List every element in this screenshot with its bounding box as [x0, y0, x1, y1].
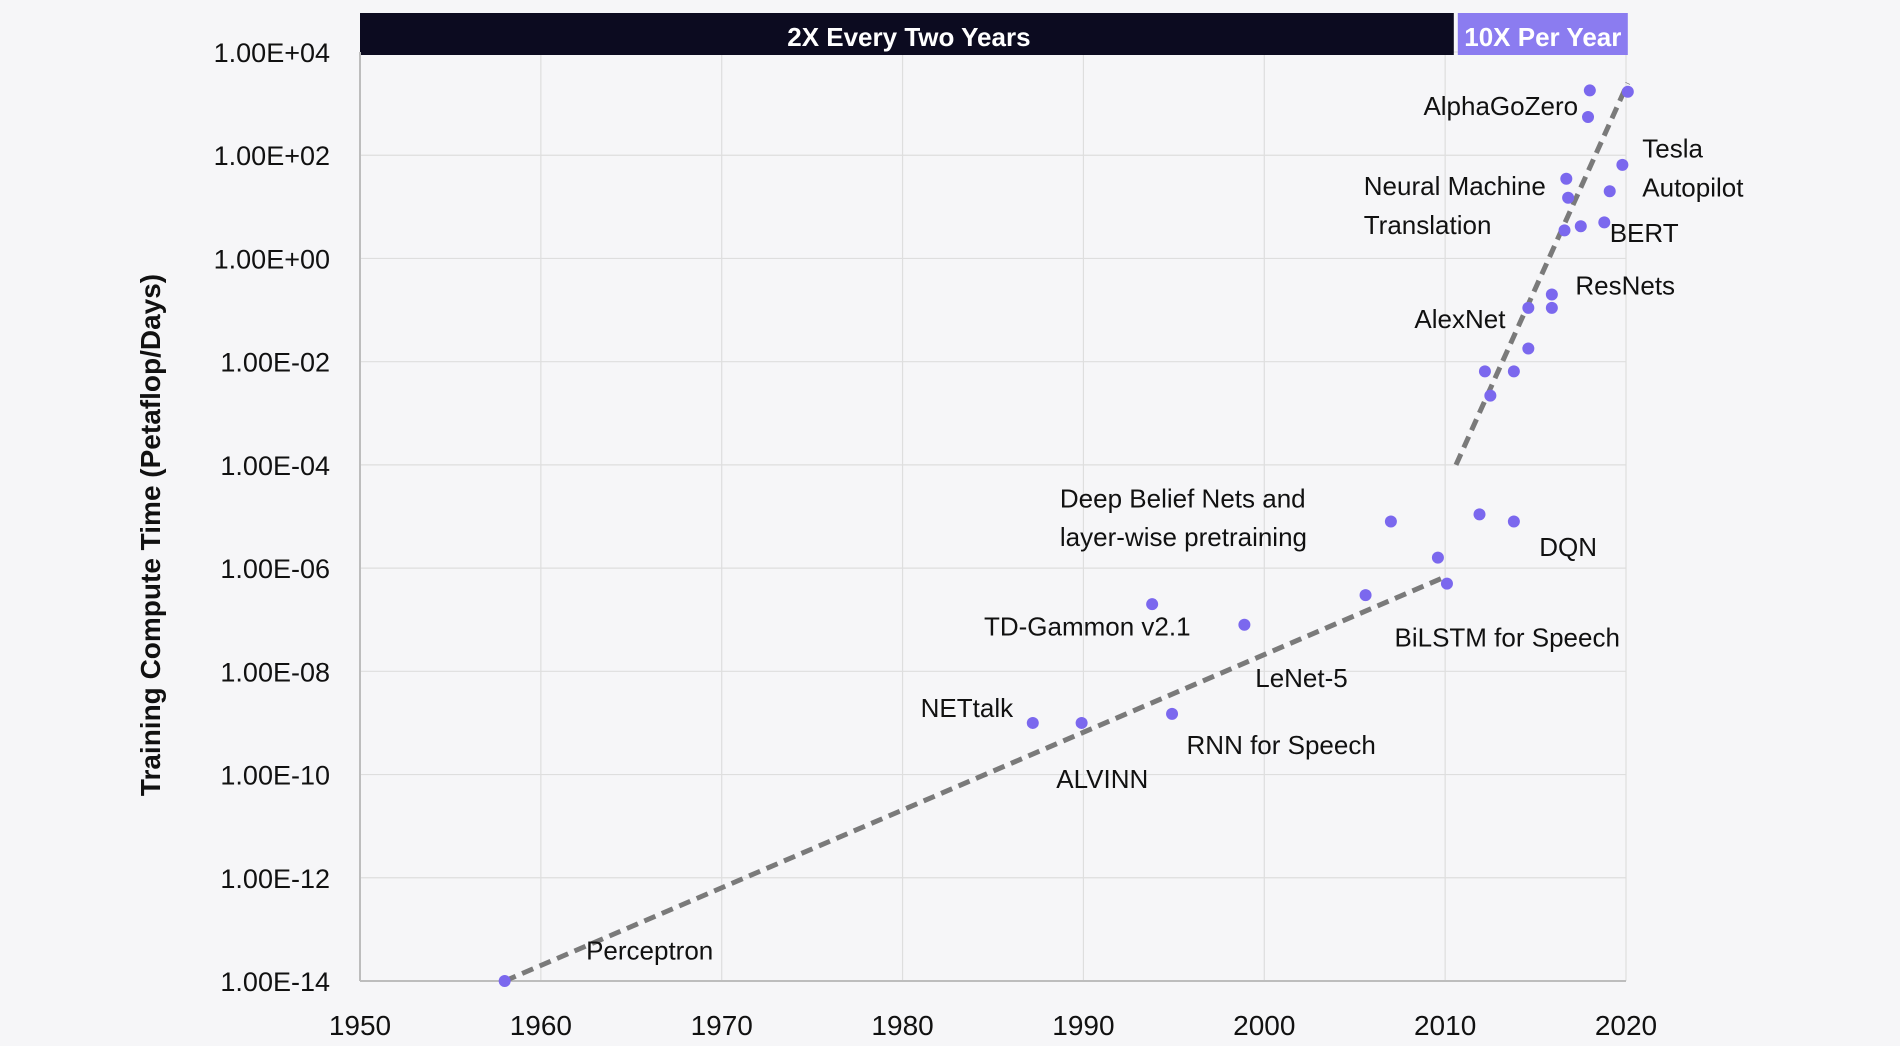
x-tick-label: 2010 — [1414, 1010, 1476, 1041]
data-point — [1026, 716, 1039, 729]
data-point — [1621, 85, 1634, 98]
point-annotation: Neural Machine — [1364, 171, 1546, 201]
data-point — [1598, 216, 1611, 229]
x-tick-label: 1970 — [691, 1010, 753, 1041]
band-label: 2X Every Two Years — [787, 22, 1030, 52]
band-1 — [1457, 13, 1628, 55]
point-annotation: LeNet-5 — [1255, 663, 1348, 693]
point-annotation: layer-wise pretraining — [1060, 522, 1307, 552]
data-point — [1484, 389, 1497, 402]
point-annotation: NETtalk — [921, 693, 1014, 723]
point-annotation: AlphaGoZero — [1423, 91, 1578, 121]
data-point — [1562, 191, 1575, 204]
data-point — [1507, 515, 1520, 528]
y-tick-label: 1.00E-04 — [220, 451, 330, 481]
data-point — [1545, 288, 1558, 301]
x-tick-label: 1950 — [329, 1010, 391, 1041]
data-point — [1075, 716, 1088, 729]
data-point — [1478, 365, 1491, 378]
data-point — [1473, 508, 1486, 521]
point-annotation: DQN — [1539, 532, 1597, 562]
y-tick-label: 1.00E+02 — [214, 141, 330, 171]
point-annotation: BERT — [1610, 218, 1679, 248]
data-point — [1507, 365, 1520, 378]
y-tick-label: 1.00E-12 — [220, 864, 330, 894]
data-point — [1431, 551, 1444, 564]
point-annotation: Perceptron — [586, 936, 713, 966]
x-tick-label: 1980 — [871, 1010, 933, 1041]
y-tick-label: 1.00E-06 — [220, 554, 330, 584]
data-point — [1603, 185, 1616, 198]
x-tick-label: 2020 — [1595, 1010, 1657, 1041]
point-annotation: Tesla — [1642, 134, 1703, 164]
band-label: 10X Per Year — [1464, 22, 1621, 52]
y-tick-label: 1.00E-10 — [220, 761, 330, 791]
data-point — [1384, 515, 1397, 528]
data-point — [1440, 577, 1453, 590]
data-points — [498, 84, 1634, 987]
data-point — [1146, 598, 1159, 611]
period-bands: 2X Every Two Years 10X Per Year — [360, 13, 1628, 55]
data-point — [1545, 301, 1558, 314]
data-point — [498, 975, 511, 987]
point-annotation: BiLSTM for Speech — [1395, 623, 1620, 653]
data-point — [1558, 224, 1571, 237]
point-annotation: ALVINN — [1056, 764, 1148, 794]
point-annotation: Deep Belief Nets and — [1060, 483, 1306, 513]
data-point — [1583, 84, 1596, 97]
trend-lines — [503, 82, 1631, 984]
trend-line-1 — [1453, 82, 1631, 466]
point-annotation: RNN for Speech — [1187, 730, 1376, 760]
y-tick-label: 1.00E-08 — [220, 657, 330, 687]
x-tick-label: 1960 — [510, 1010, 572, 1041]
y-tick-label: 1.00E+00 — [214, 244, 330, 274]
x-tick-label: 1990 — [1052, 1010, 1114, 1041]
point-annotation: AlexNet — [1414, 304, 1506, 334]
y-axis-label: Training Compute Time (Petaflop/Days) — [135, 274, 166, 796]
y-tick-label: 1.00E-14 — [220, 967, 330, 997]
data-point — [1560, 172, 1573, 185]
data-point — [1574, 220, 1587, 233]
point-annotation: Autopilot — [1642, 172, 1744, 202]
axes: 1.00E-14 1.00E-12 1.00E-10 1.00E-08 1.00E-06… — [214, 38, 1658, 1041]
point-annotations: Perceptron NETtalk ALVINN TD-Gammon v2.1 RNN… — [586, 91, 1744, 966]
y-tick-label: 1.00E-02 — [220, 348, 330, 378]
data-point — [1359, 589, 1372, 602]
point-annotation: TD-Gammon v2.1 — [984, 611, 1191, 641]
band-0 — [360, 13, 1454, 55]
y-tick-label: 1.00E+04 — [214, 38, 330, 68]
data-point — [1166, 707, 1179, 720]
data-point — [1238, 618, 1251, 631]
data-point — [1522, 342, 1535, 355]
x-tick-label: 2000 — [1233, 1010, 1295, 1041]
point-annotation: Translation — [1364, 210, 1492, 240]
data-point — [1616, 158, 1629, 171]
data-point — [1582, 111, 1595, 124]
point-annotation: ResNets — [1575, 271, 1675, 301]
data-point — [1522, 301, 1535, 314]
